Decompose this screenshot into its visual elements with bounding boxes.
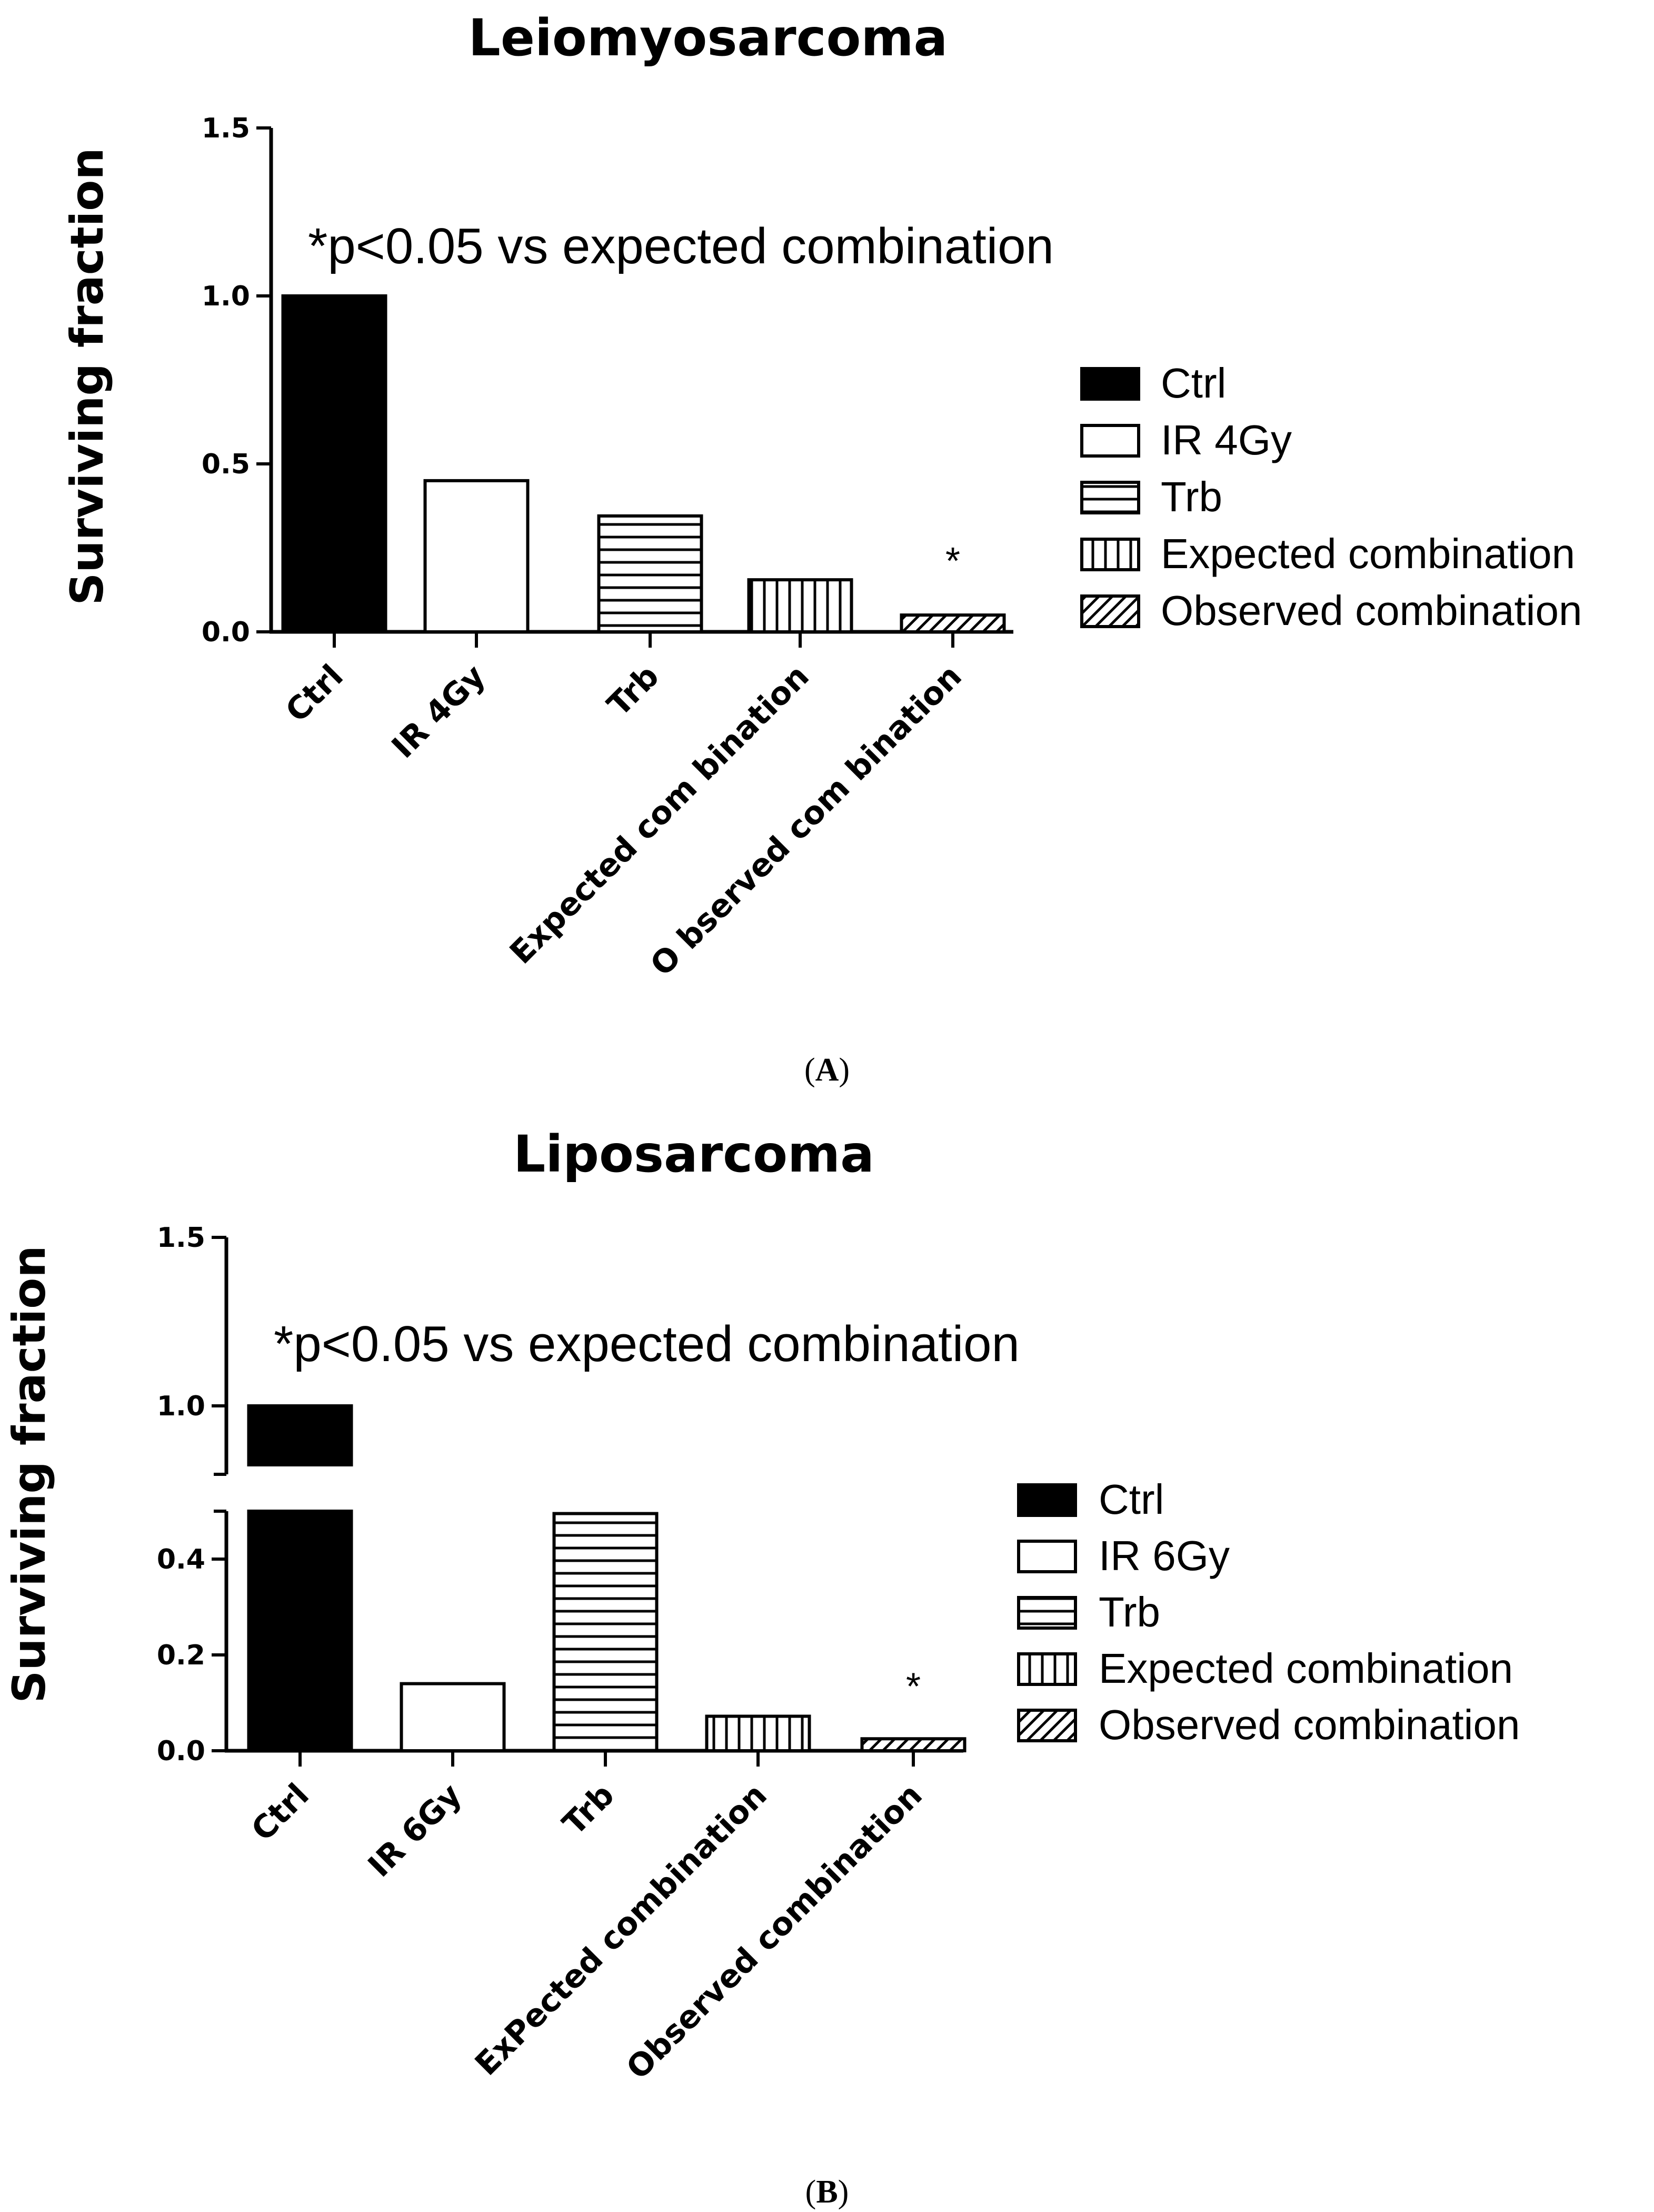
panel-caption-b: (B) [805, 2174, 849, 2210]
bar-expected-com-bination [747, 578, 853, 633]
chart-title-b: Liposarcoma [513, 1125, 874, 1184]
x-tick-label-a: Trb [601, 658, 666, 723]
y-tick-label-b: 0.2 [157, 1640, 205, 1671]
legend-swatch-trb [1080, 481, 1140, 514]
legend-label-ctrl: Ctrl [1161, 360, 1226, 406]
legend-swatch-ctrl [1080, 367, 1140, 401]
significance-annotation-b: *p<0.05 vs expected combination [274, 1316, 1020, 1372]
bar-trb [552, 1512, 659, 1753]
panel-caption-a: (A) [804, 1052, 850, 1088]
x-tick-label-a: Ctrl [278, 658, 350, 729]
legend-swatch-observed-combination [1017, 1709, 1077, 1742]
legend-label-trb: Trb [1099, 1589, 1160, 1635]
x-tick-label-b: Observed combination [620, 1777, 930, 2087]
legend-label-trb: Trb [1161, 473, 1222, 520]
legend-label-ctrl: Ctrl [1099, 1476, 1164, 1523]
significance-marker-a: * [945, 540, 960, 582]
y-tick-label-b: 1.0 [157, 1391, 205, 1422]
bar-observed-combination [860, 1737, 967, 1752]
bar-ctrl-upper [247, 1404, 353, 1466]
chart-title-a: Leiomyosarcoma [469, 8, 948, 67]
panel-b: Liposarcoma Surviving fraction *p<0.05 v… [3, 1125, 1520, 2210]
bars-a: * [281, 294, 1006, 634]
y-axis-label-b: Surviving fraction [3, 1245, 56, 1703]
significance-annotation-a: *p<0.05 vs expected combination [308, 218, 1054, 274]
legend-label-observed-combination: Observed combination [1161, 587, 1582, 634]
bar-ctrl [281, 294, 387, 633]
panel-a: Leiomyosarcoma Surviving fraction *p<0.0… [61, 8, 1582, 1088]
legend-swatch-ir-6gy [1017, 1540, 1077, 1573]
x-tick-label-a: Expected com bination [503, 658, 816, 971]
y-axis-label-a: Surviving fraction [61, 147, 114, 605]
legend-swatch-expected-combination [1017, 1652, 1077, 1686]
bar-expected-combination [705, 1714, 811, 1752]
bar-ctrl [247, 1510, 353, 1752]
legend-swatch-ir-4gy [1080, 424, 1140, 458]
legend-swatch-trb [1017, 1596, 1077, 1630]
legend-label-observed-combination: Observed combination [1099, 1701, 1520, 1748]
y-tick-label-a: 0.0 [202, 617, 250, 648]
significance-marker-b: * [906, 1665, 921, 1708]
x-tick-label-b: Trb [556, 1777, 622, 1842]
legend-swatch-observed-combination [1080, 594, 1140, 628]
y-tick-label-a: 0.5 [202, 449, 250, 480]
legend-label-ir-4gy: IR 4Gy [1161, 416, 1292, 463]
y-tick-label-b: 1.5 [157, 1222, 205, 1254]
x-tick-label-b: Ctrl [244, 1777, 316, 1848]
bar-trb [597, 514, 703, 634]
legend-b: Ctrl IR 6Gy Trb Expected combination Observe… [1017, 1476, 1520, 1748]
bar-o-bserved-com-bination [900, 613, 1006, 633]
bars-b: * [247, 1404, 967, 1753]
legend-swatch-ctrl [1017, 1483, 1077, 1517]
y-tick-label-a: 1.0 [202, 281, 250, 312]
legend-a: Ctrl IR 4Gy Trb Expected combination Observe… [1080, 360, 1582, 634]
bar-ir-6gy [400, 1682, 506, 1753]
y-tick-label-b: 0.0 [157, 1735, 205, 1767]
x-tick-label-a: IR 4Gy [385, 658, 493, 766]
y-tick-label-b: 0.4 [157, 1544, 205, 1575]
legend-label-expected-combination: Expected combination [1161, 530, 1575, 577]
bar-ir-4gy [423, 479, 530, 634]
x-tick-label-b: ExPected combination [468, 1777, 774, 2082]
x-tick-label-b: IR 6Gy [361, 1777, 469, 1884]
y-tick-label-a: 1.5 [202, 113, 250, 144]
legend-label-expected-combination: Expected combination [1099, 1645, 1513, 1692]
legend-swatch-expected-combination [1080, 538, 1140, 571]
legend-label-ir-6gy: IR 6Gy [1099, 1532, 1230, 1579]
x-tick-label-a: O bserved com bination [643, 658, 969, 983]
